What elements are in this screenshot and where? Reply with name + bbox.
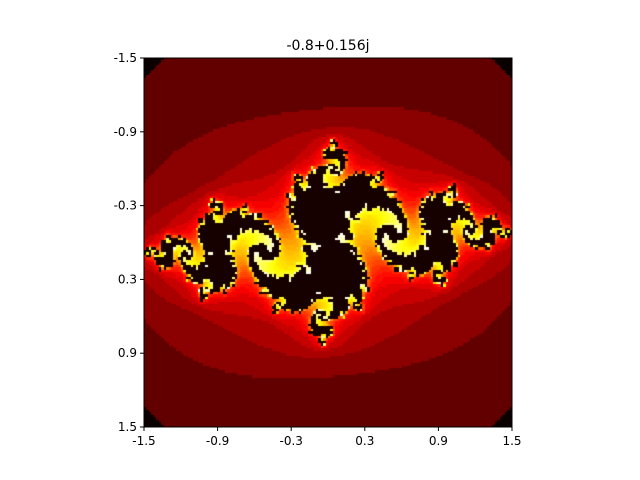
y-tick-label: -0.3 <box>114 199 137 213</box>
y-tick-label: -0.9 <box>114 125 137 139</box>
y-tick-label: 0.3 <box>118 272 137 286</box>
y-tick-label: -1.5 <box>114 51 137 65</box>
x-tick-label: -0.3 <box>279 434 302 448</box>
x-tick-label: 0.3 <box>355 434 374 448</box>
y-axis: -1.5 -0.9 -0.3 0.3 0.9 1.5 <box>114 51 144 434</box>
plot-area <box>143 57 513 428</box>
plot-frame <box>143 57 513 428</box>
y-tick-label: 0.9 <box>118 346 137 360</box>
chart-title: -0.8+0.156j <box>286 38 369 54</box>
x-tick-label: -0.9 <box>206 434 229 448</box>
y-tick-label: 1.5 <box>118 420 137 434</box>
x-tick-label: 0.9 <box>429 434 448 448</box>
x-axis: -1.5 -0.9 -0.3 0.3 0.9 1.5 <box>132 427 522 448</box>
x-tick-label: -1.5 <box>132 434 155 448</box>
fractal-image <box>144 58 512 427</box>
x-tick-label: 1.5 <box>502 434 521 448</box>
